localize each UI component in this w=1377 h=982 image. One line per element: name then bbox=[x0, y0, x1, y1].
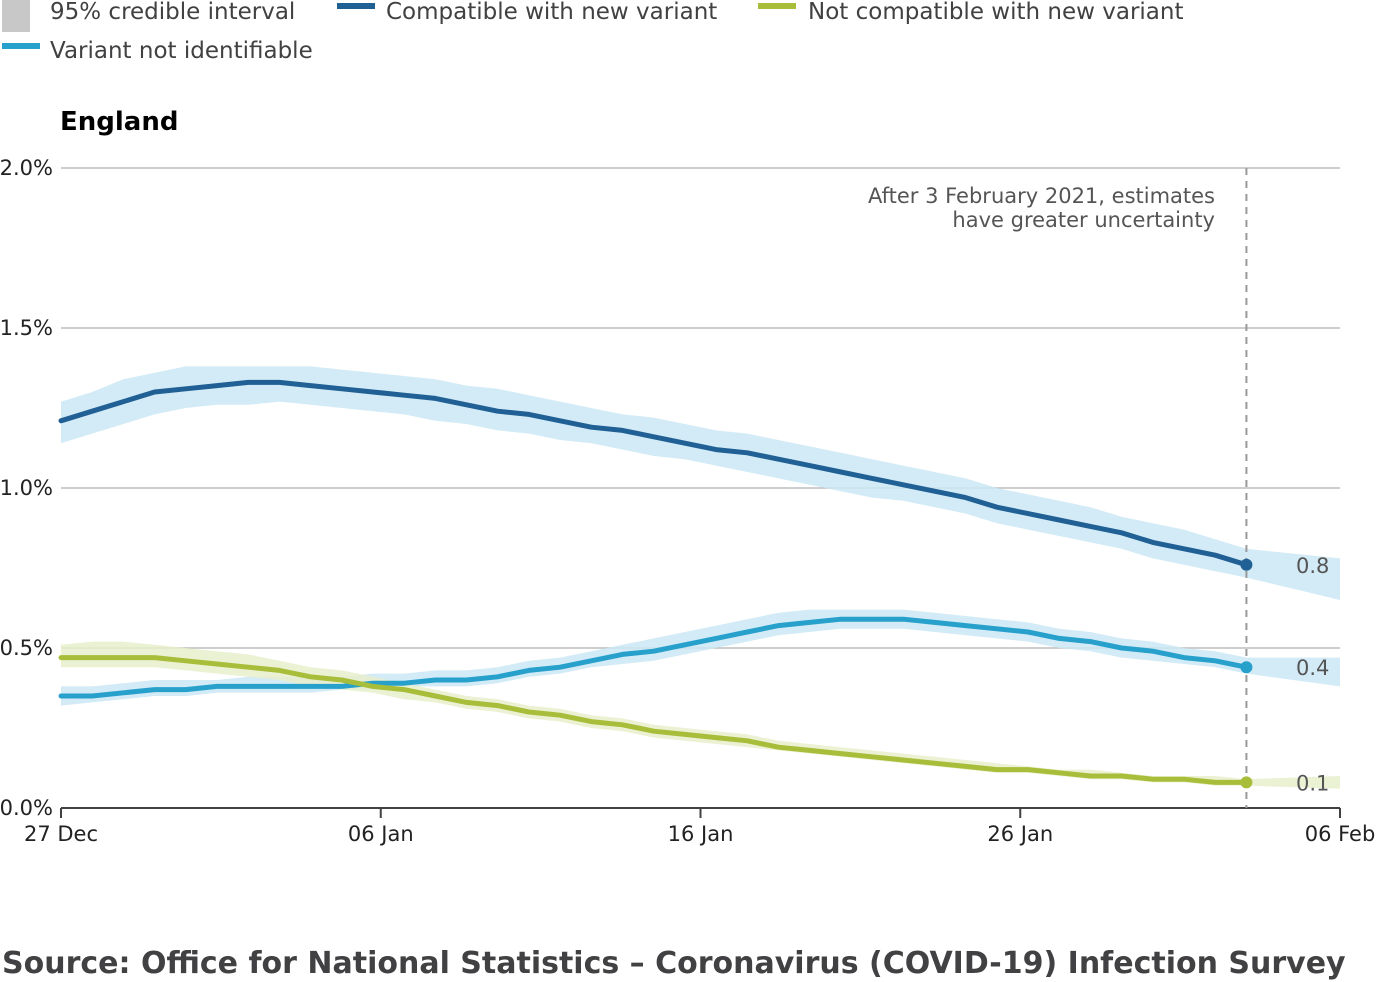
series-endpoint bbox=[1240, 776, 1253, 789]
y-tick-label: 1.0% bbox=[0, 476, 53, 500]
legend-swatch-compatible bbox=[337, 3, 375, 9]
y-tick-label: 0.0% bbox=[0, 796, 53, 820]
x-tick-label: 06 Feb bbox=[1305, 822, 1376, 846]
gridlines bbox=[61, 167, 1340, 649]
uncertainty-annotation: After 3 February 2021, estimates have gr… bbox=[868, 168, 1248, 808]
credible-interval-band bbox=[61, 641, 1340, 789]
legend-label-credible-interval: 95% credible interval bbox=[50, 0, 295, 25]
series-line bbox=[58, 379, 1249, 568]
legend-label-compatible: Compatible with new variant bbox=[386, 0, 717, 25]
series-lines bbox=[58, 379, 1249, 785]
credible-interval-band bbox=[61, 366, 1340, 600]
x-tick-label: 26 Jan bbox=[987, 822, 1053, 846]
legend: 95% credible interval Compatible with ne… bbox=[2, 0, 1183, 64]
annotation-line-1: After 3 February 2021, estimates bbox=[868, 184, 1215, 208]
x-axis: 27 Dec 06 Jan 16 Jan 26 Jan 06 Feb bbox=[24, 807, 1376, 846]
credible-interval-bands bbox=[61, 366, 1340, 789]
series-end-label: 0.8 bbox=[1296, 554, 1329, 578]
x-tick-label: 27 Dec bbox=[24, 822, 98, 846]
panel-title: England bbox=[60, 107, 178, 137]
series-line bbox=[58, 616, 1249, 699]
y-tick-label: 2.0% bbox=[0, 156, 53, 180]
y-tick-label: 1.5% bbox=[0, 316, 53, 340]
legend-swatch-not-compatible bbox=[758, 3, 796, 9]
series-endpoints bbox=[1240, 558, 1253, 789]
series-end-labels: 0.8 0.4 0.1 bbox=[1296, 554, 1329, 796]
series-line bbox=[58, 655, 1249, 785]
legend-swatch-not-identifiable bbox=[2, 43, 40, 49]
y-axis: 0.0% 0.5% 1.0% 1.5% 2.0% bbox=[0, 156, 53, 820]
series-endpoint bbox=[1240, 558, 1253, 571]
source-note: Source: Office for National Statistics –… bbox=[2, 946, 1346, 981]
y-tick-label: 0.5% bbox=[0, 636, 53, 660]
x-tick-label: 16 Jan bbox=[668, 822, 734, 846]
annotation-line-2: have greater uncertainty bbox=[952, 208, 1215, 232]
legend-label-not-compatible: Not compatible with new variant bbox=[808, 0, 1183, 25]
legend-swatch-credible-interval bbox=[2, 0, 30, 32]
series-endpoint bbox=[1240, 661, 1253, 674]
x-tick-label: 06 Jan bbox=[348, 822, 414, 846]
legend-label-not-identifiable: Variant not identifiable bbox=[50, 38, 313, 64]
series-end-label: 0.4 bbox=[1296, 656, 1329, 680]
series-end-label: 0.1 bbox=[1296, 771, 1329, 795]
